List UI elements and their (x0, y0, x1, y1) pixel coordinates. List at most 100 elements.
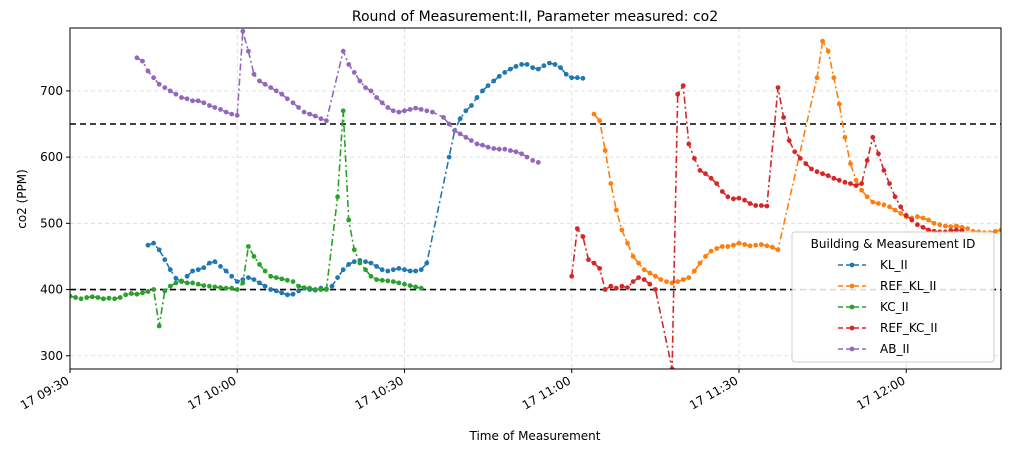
series-ab-ii (134, 28, 541, 165)
data-point (513, 149, 519, 155)
data-point (753, 203, 759, 208)
data-point (998, 227, 1001, 233)
data-point (179, 278, 184, 284)
data-point (246, 48, 251, 54)
data-point (223, 268, 229, 274)
data-point (346, 262, 352, 267)
data-point (396, 266, 402, 271)
data-point (731, 242, 736, 248)
data-point (669, 366, 675, 369)
data-point (273, 88, 279, 94)
data-point (954, 223, 959, 229)
data-point (597, 266, 602, 271)
data-point (797, 156, 803, 161)
data-point (519, 151, 524, 157)
data-point (530, 65, 536, 71)
data-point (653, 273, 658, 279)
data-point (351, 70, 357, 75)
data-point (195, 98, 201, 104)
data-point (641, 267, 647, 273)
data-point (485, 83, 491, 88)
y-tick-label: 400 (40, 283, 63, 297)
data-point (446, 121, 452, 127)
data-point (184, 273, 190, 279)
data-point (675, 91, 681, 97)
data-point (430, 109, 435, 115)
legend-label-ab-ii: AB_II (880, 342, 910, 356)
data-point (641, 277, 647, 282)
legend-entry-ref-kl-ii: REF_KL_II (838, 279, 936, 293)
data-point (747, 201, 753, 206)
data-point (508, 148, 513, 153)
data-point (831, 175, 837, 181)
data-point (279, 91, 285, 97)
data-point (268, 273, 274, 279)
data-point (625, 285, 630, 290)
data-point (524, 62, 530, 67)
data-point (524, 154, 530, 160)
data-point (496, 146, 502, 152)
data-point (418, 285, 424, 291)
data-point (686, 141, 692, 147)
data-point (151, 240, 157, 246)
data-point (942, 223, 948, 229)
data-point (296, 283, 301, 289)
data-point (390, 279, 396, 284)
data-point (742, 242, 747, 247)
data-point (926, 217, 931, 223)
data-point (602, 148, 608, 153)
series-kc-ii (70, 108, 424, 329)
legend: Building & Measurement ID KL_II REF_KL_II… (791, 231, 995, 363)
data-point (73, 295, 78, 300)
plot-frame (69, 27, 1002, 370)
data-point (318, 116, 324, 122)
data-point (680, 83, 686, 88)
data-point (262, 81, 268, 87)
legend-marker-ab-ii (849, 346, 855, 352)
data-point (390, 267, 396, 273)
data-point (173, 275, 179, 281)
data-point (312, 287, 318, 292)
data-point (262, 283, 268, 289)
data-point (368, 88, 374, 94)
data-point (831, 75, 837, 81)
data-point (463, 108, 469, 114)
data-point (742, 197, 747, 203)
data-point (909, 217, 915, 223)
data-point (379, 100, 385, 106)
data-point (162, 288, 168, 294)
data-point (708, 175, 714, 181)
data-point (418, 107, 424, 112)
data-point (870, 199, 876, 205)
data-point (647, 281, 653, 287)
chart-title: Round of Measurement:II, Parameter measu… (352, 9, 718, 25)
legend-entry-ab-ii: AB_II (838, 342, 910, 356)
data-point (630, 279, 636, 284)
legend-label-kc-ii: KC_II (880, 300, 909, 314)
data-point (881, 168, 887, 173)
data-point (586, 257, 591, 263)
data-point (234, 287, 240, 292)
x-tick-label: 17 11:00 (520, 373, 573, 412)
data-point (541, 63, 547, 69)
data-point (201, 100, 207, 106)
data-point (290, 279, 296, 284)
data-point (502, 70, 508, 75)
data-point (502, 146, 508, 152)
data-point (212, 284, 218, 290)
data-point (747, 243, 753, 249)
data-point (597, 118, 602, 124)
data-point (229, 111, 235, 117)
data-point (915, 222, 920, 228)
data-point (140, 58, 145, 64)
data-point (190, 98, 196, 104)
data-point (363, 85, 368, 90)
data-point (324, 118, 329, 124)
data-point (736, 195, 742, 201)
legend-entry-ref-kc-ii: REF_KC_II (838, 321, 938, 335)
data-point (368, 273, 374, 279)
data-point (574, 226, 580, 232)
data-point (469, 103, 474, 108)
data-point (920, 224, 926, 230)
data-point (714, 181, 720, 187)
